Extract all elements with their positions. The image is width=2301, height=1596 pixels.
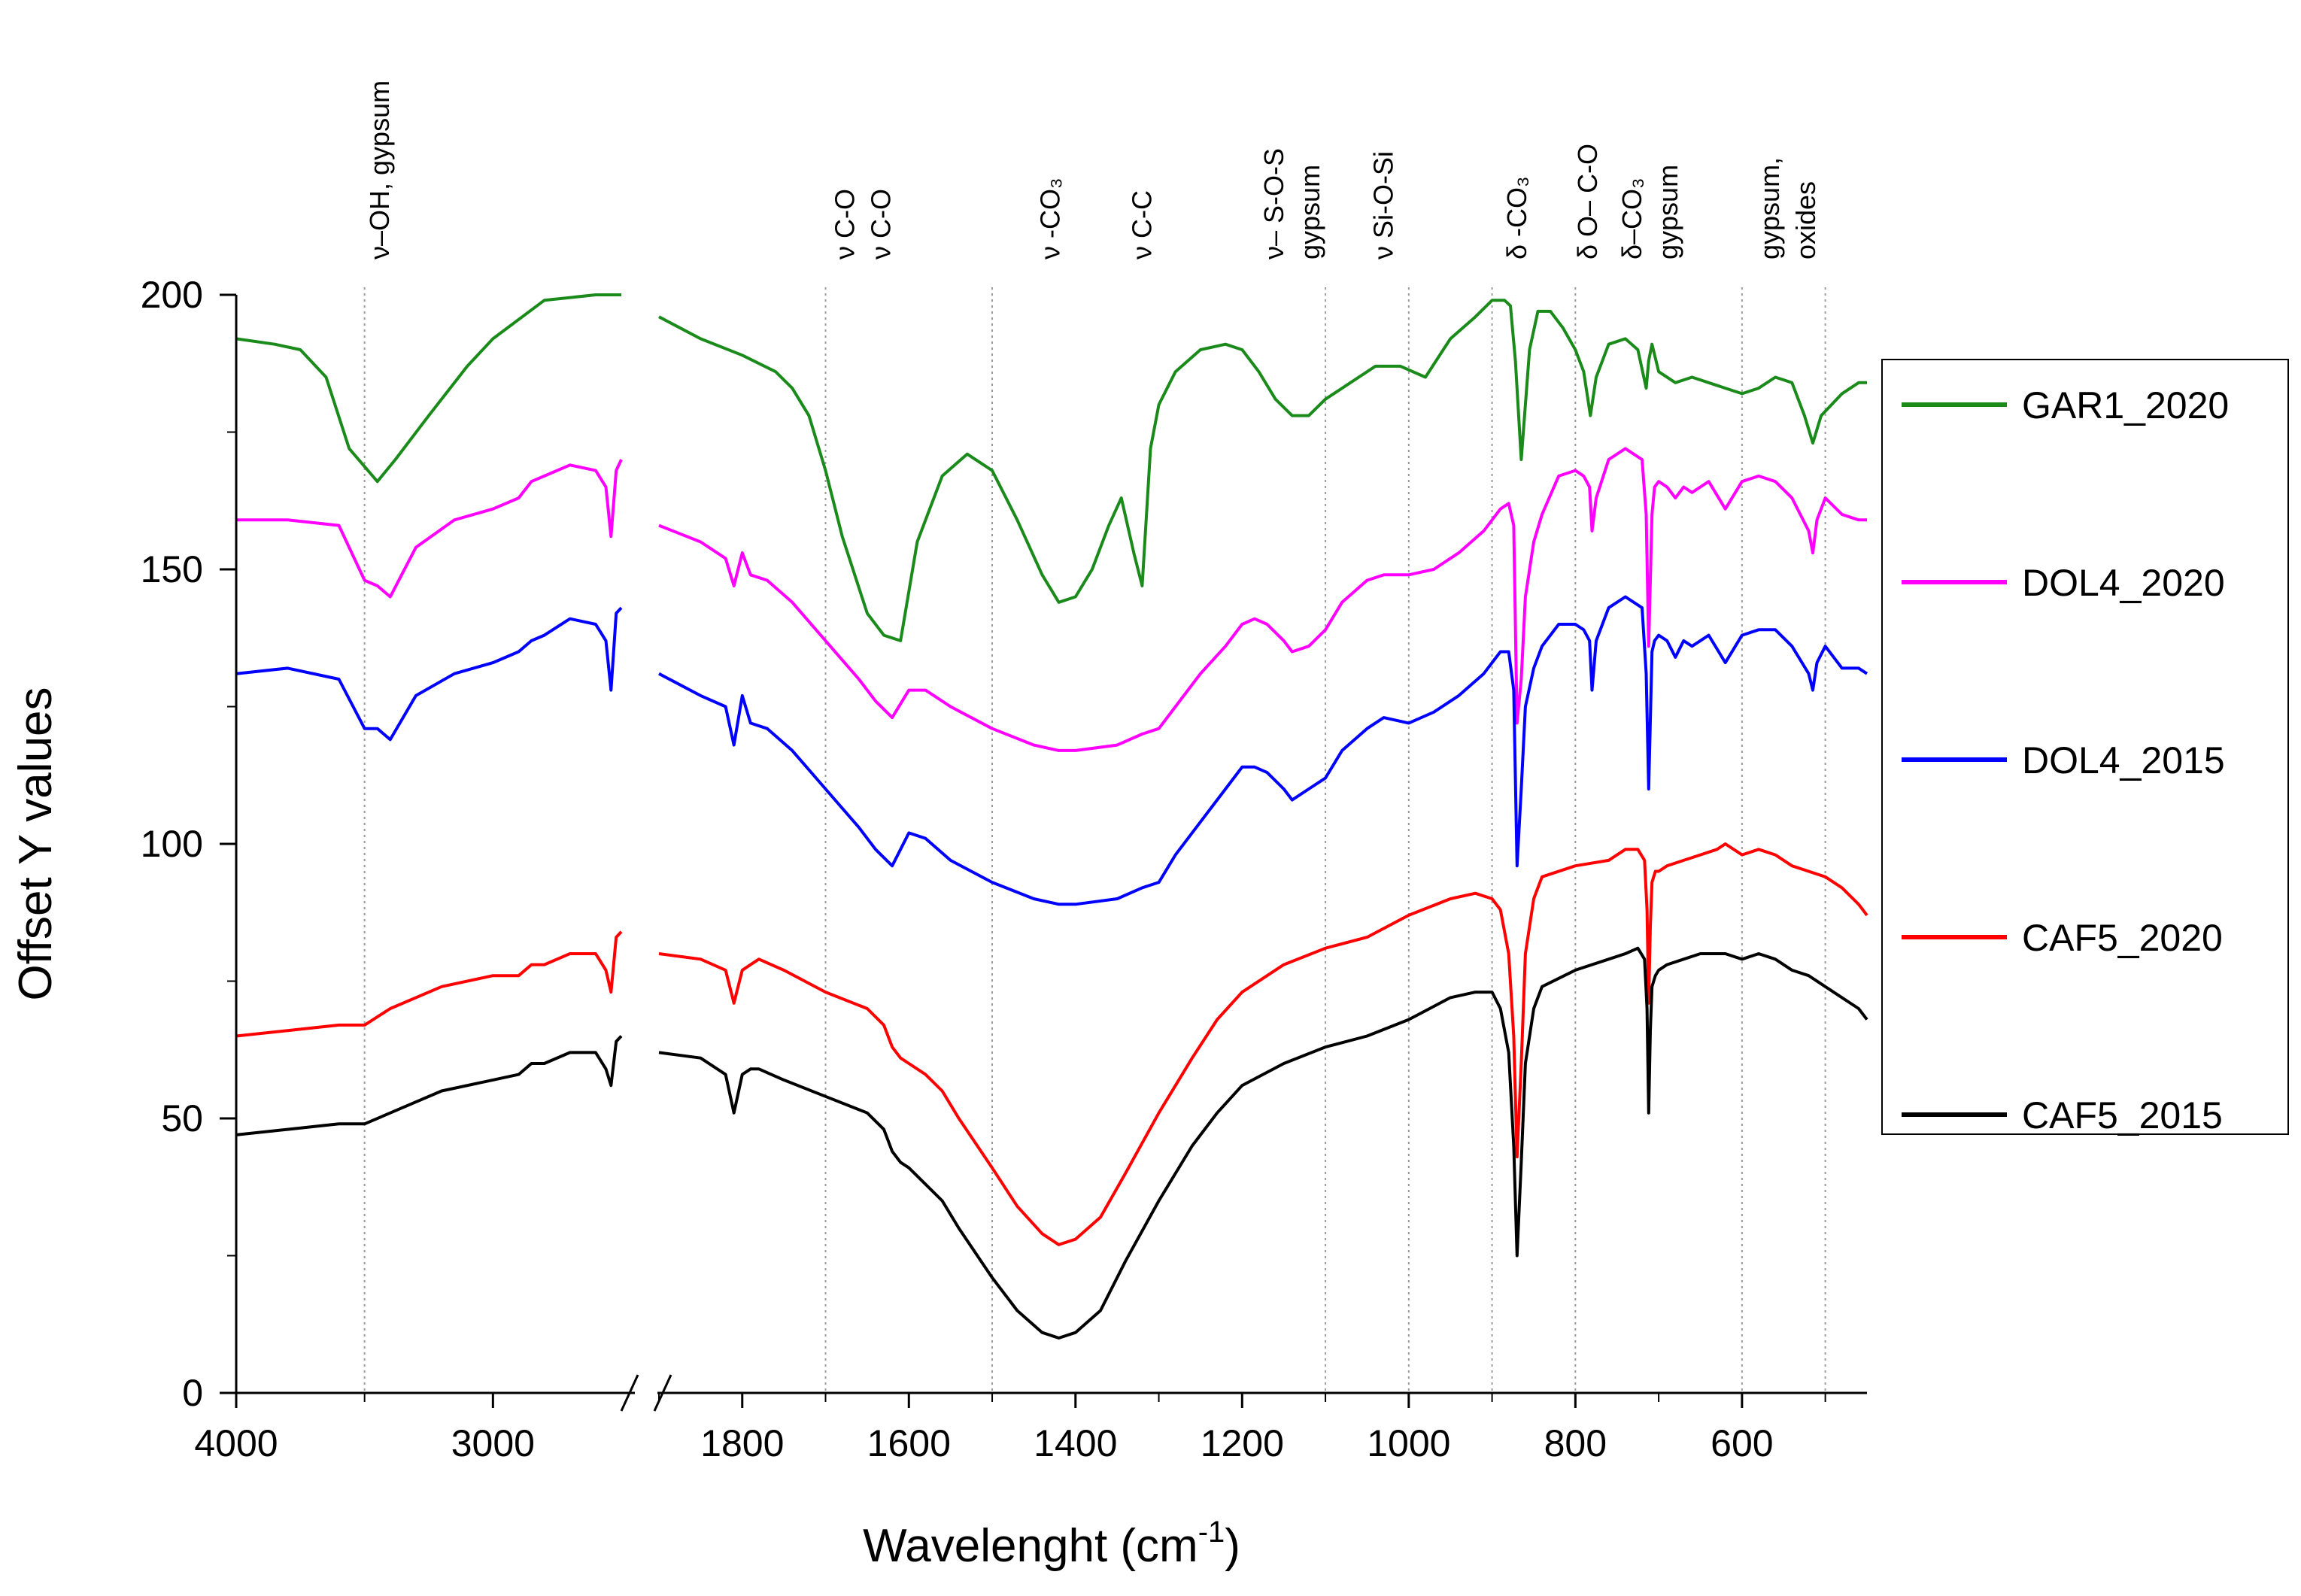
band-labels: ν–OH, gypsum ν C-O ν C-O ν -CO₃ ν C-C ν– S-O-… [364, 80, 1821, 259]
series-line-DOL4_2020 [658, 447, 1867, 752]
band-label: gypsum [1295, 165, 1325, 259]
series-line-GAR1_2020 [235, 293, 621, 484]
x-tick-label: 1200 [1201, 1422, 1284, 1464]
series-layer [235, 293, 1868, 1340]
series-line-CAF5_2015 [658, 946, 1868, 1340]
x-tick-label: 1400 [1034, 1422, 1117, 1464]
series-line-DOL4_2015 [658, 595, 1868, 906]
x-axis-title-close: ) [1225, 1520, 1240, 1572]
y-tick-label: 0 [182, 1372, 203, 1414]
band-label: δ–CO₃ [1616, 178, 1647, 259]
band-label: δ -CO₃ [1501, 176, 1532, 259]
reference-lines [363, 287, 1826, 1393]
axis-break-mark [653, 1374, 672, 1412]
band-label: ν -CO₃ [1035, 178, 1066, 259]
x-axis-title-sup: -1 [1198, 1516, 1225, 1549]
band-label: ν C-O [829, 189, 860, 259]
series-line-CAF5_2020 [658, 842, 1868, 1246]
x-axis-title-main: Wavelenght (cm [863, 1520, 1198, 1572]
x-ticks: 4000 3000 1800 1600 1400 1200 1000 800 600 [194, 1393, 1826, 1464]
series-line-GAR1_2020 [658, 299, 1867, 642]
x-tick-label: 800 [1544, 1422, 1607, 1464]
band-label: ν Si-O-Si [1368, 151, 1399, 259]
y-tick-label: 200 [141, 274, 203, 316]
x-tick-label: 1000 [1367, 1422, 1450, 1464]
series-line-DOL4_2020 [236, 459, 623, 599]
y-tick-label: 50 [161, 1097, 203, 1139]
legend-label: DOL4_2015 [2022, 739, 2225, 781]
band-label: δ O– C-O [1572, 144, 1603, 259]
band-label: gypsum [1653, 165, 1683, 259]
x-axis-title: Wavelenght (cm-1) [863, 1516, 1240, 1572]
legend-label: GAR1_2020 [2022, 384, 2229, 426]
axis-break-mark [620, 1374, 639, 1412]
series-line-DOL4_2015 [235, 606, 623, 742]
x-tick-label: 1600 [867, 1422, 951, 1464]
band-label: gypsum, [1754, 157, 1785, 259]
series-line-CAF5_2015 [235, 1035, 623, 1136]
y-tick-label: 150 [141, 548, 203, 590]
y-axis-title: Offset Y values [10, 687, 62, 1000]
band-label: ν C-C [1126, 190, 1157, 259]
x-tick-label: 600 [1711, 1422, 1773, 1464]
legend-label: CAF5_2020 [2022, 917, 2223, 959]
legend-label: DOL4_2020 [2022, 562, 2225, 604]
series-line-CAF5_2020 [235, 930, 623, 1038]
legend-box [1881, 359, 2289, 1135]
band-label: oxides [1790, 181, 1821, 259]
y-tick-label: 100 [141, 823, 203, 865]
x-tick-label: 1800 [700, 1422, 784, 1464]
x-tick-label: 3000 [451, 1422, 535, 1464]
y-ticks: 0 50 100 150 200 [141, 274, 236, 1414]
x-tick-label: 4000 [194, 1422, 278, 1464]
band-label: ν–OH, gypsum [364, 80, 395, 259]
band-label: ν– S-O-S [1258, 148, 1289, 259]
band-label: ν C-O [865, 189, 896, 259]
legend: GAR1_2020 DOL4_2020 DOL4_2015 CAF5_2020 CAF5… [1881, 359, 2289, 1136]
legend-label: CAF5_2015 [2022, 1094, 2223, 1136]
